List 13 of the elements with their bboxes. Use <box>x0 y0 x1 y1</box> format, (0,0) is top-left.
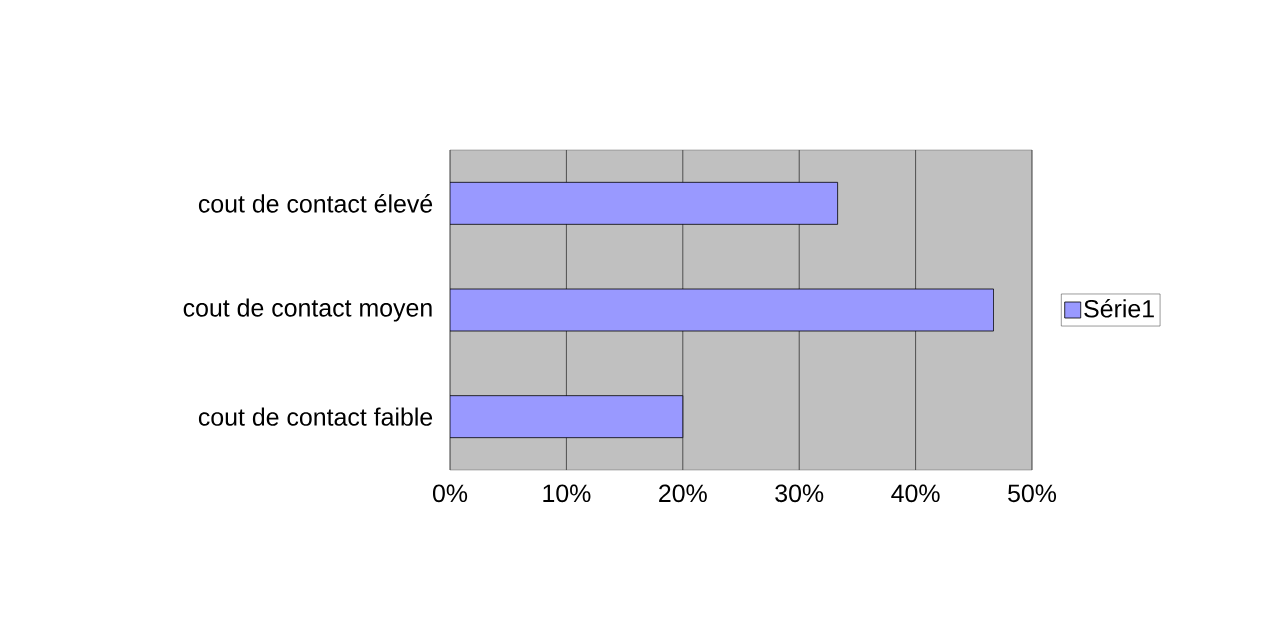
x-tick-label: 50% <box>1008 484 1057 503</box>
x-tick-label: 30% <box>775 484 824 503</box>
x-tick-label: 40% <box>891 484 940 503</box>
bar <box>450 288 994 332</box>
bar <box>450 181 839 225</box>
y-tick-label: cout de contact faible <box>198 407 433 426</box>
legend-label: Série1 <box>1084 298 1154 318</box>
bar <box>450 395 684 439</box>
x-tick-label: 20% <box>659 484 707 503</box>
x-tick-label: 0% <box>432 484 468 503</box>
x-tick-label: 10% <box>543 484 591 503</box>
y-tick-label: cout de contact moyen <box>183 298 432 322</box>
y-tick-label: cout de contact élevé <box>198 194 433 213</box>
